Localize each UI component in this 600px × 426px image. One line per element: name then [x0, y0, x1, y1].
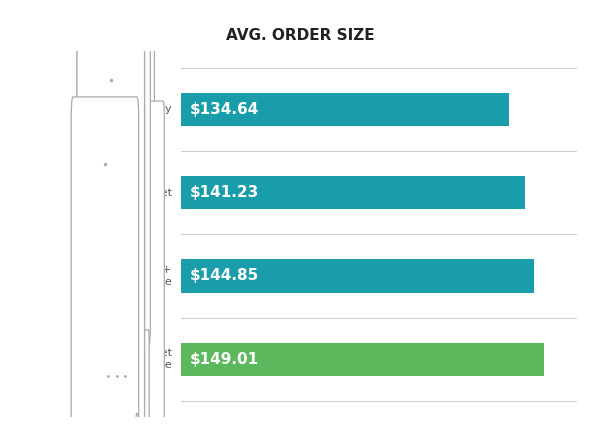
Text: AVG. ORDER SIZE: AVG. ORDER SIZE	[226, 28, 374, 43]
Text: PC Only: PC Only	[128, 104, 172, 115]
FancyBboxPatch shape	[145, 101, 164, 426]
Text: $141.23: $141.23	[190, 185, 259, 200]
Text: PC +
Smartphone: PC + Smartphone	[103, 265, 172, 287]
Bar	[181, 259, 533, 293]
Text: PC + Tablet
+ Smartphone: PC + Tablet + Smartphone	[90, 348, 172, 370]
Bar	[181, 176, 525, 209]
Bar	[181, 343, 544, 376]
FancyBboxPatch shape	[78, 413, 143, 426]
FancyBboxPatch shape	[119, 0, 154, 426]
FancyBboxPatch shape	[83, 0, 151, 347]
Text: $134.64: $134.64	[190, 102, 259, 117]
FancyBboxPatch shape	[71, 97, 139, 426]
FancyBboxPatch shape	[77, 14, 145, 426]
Circle shape	[135, 413, 139, 426]
Text: $144.85: $144.85	[190, 268, 259, 283]
FancyBboxPatch shape	[84, 330, 149, 422]
FancyBboxPatch shape	[77, 0, 145, 426]
FancyBboxPatch shape	[115, 55, 147, 426]
Text: $149.01: $149.01	[190, 352, 259, 367]
Bar	[181, 93, 509, 126]
Text: PC + Tablet: PC + Tablet	[108, 188, 172, 198]
FancyBboxPatch shape	[130, 9, 151, 426]
